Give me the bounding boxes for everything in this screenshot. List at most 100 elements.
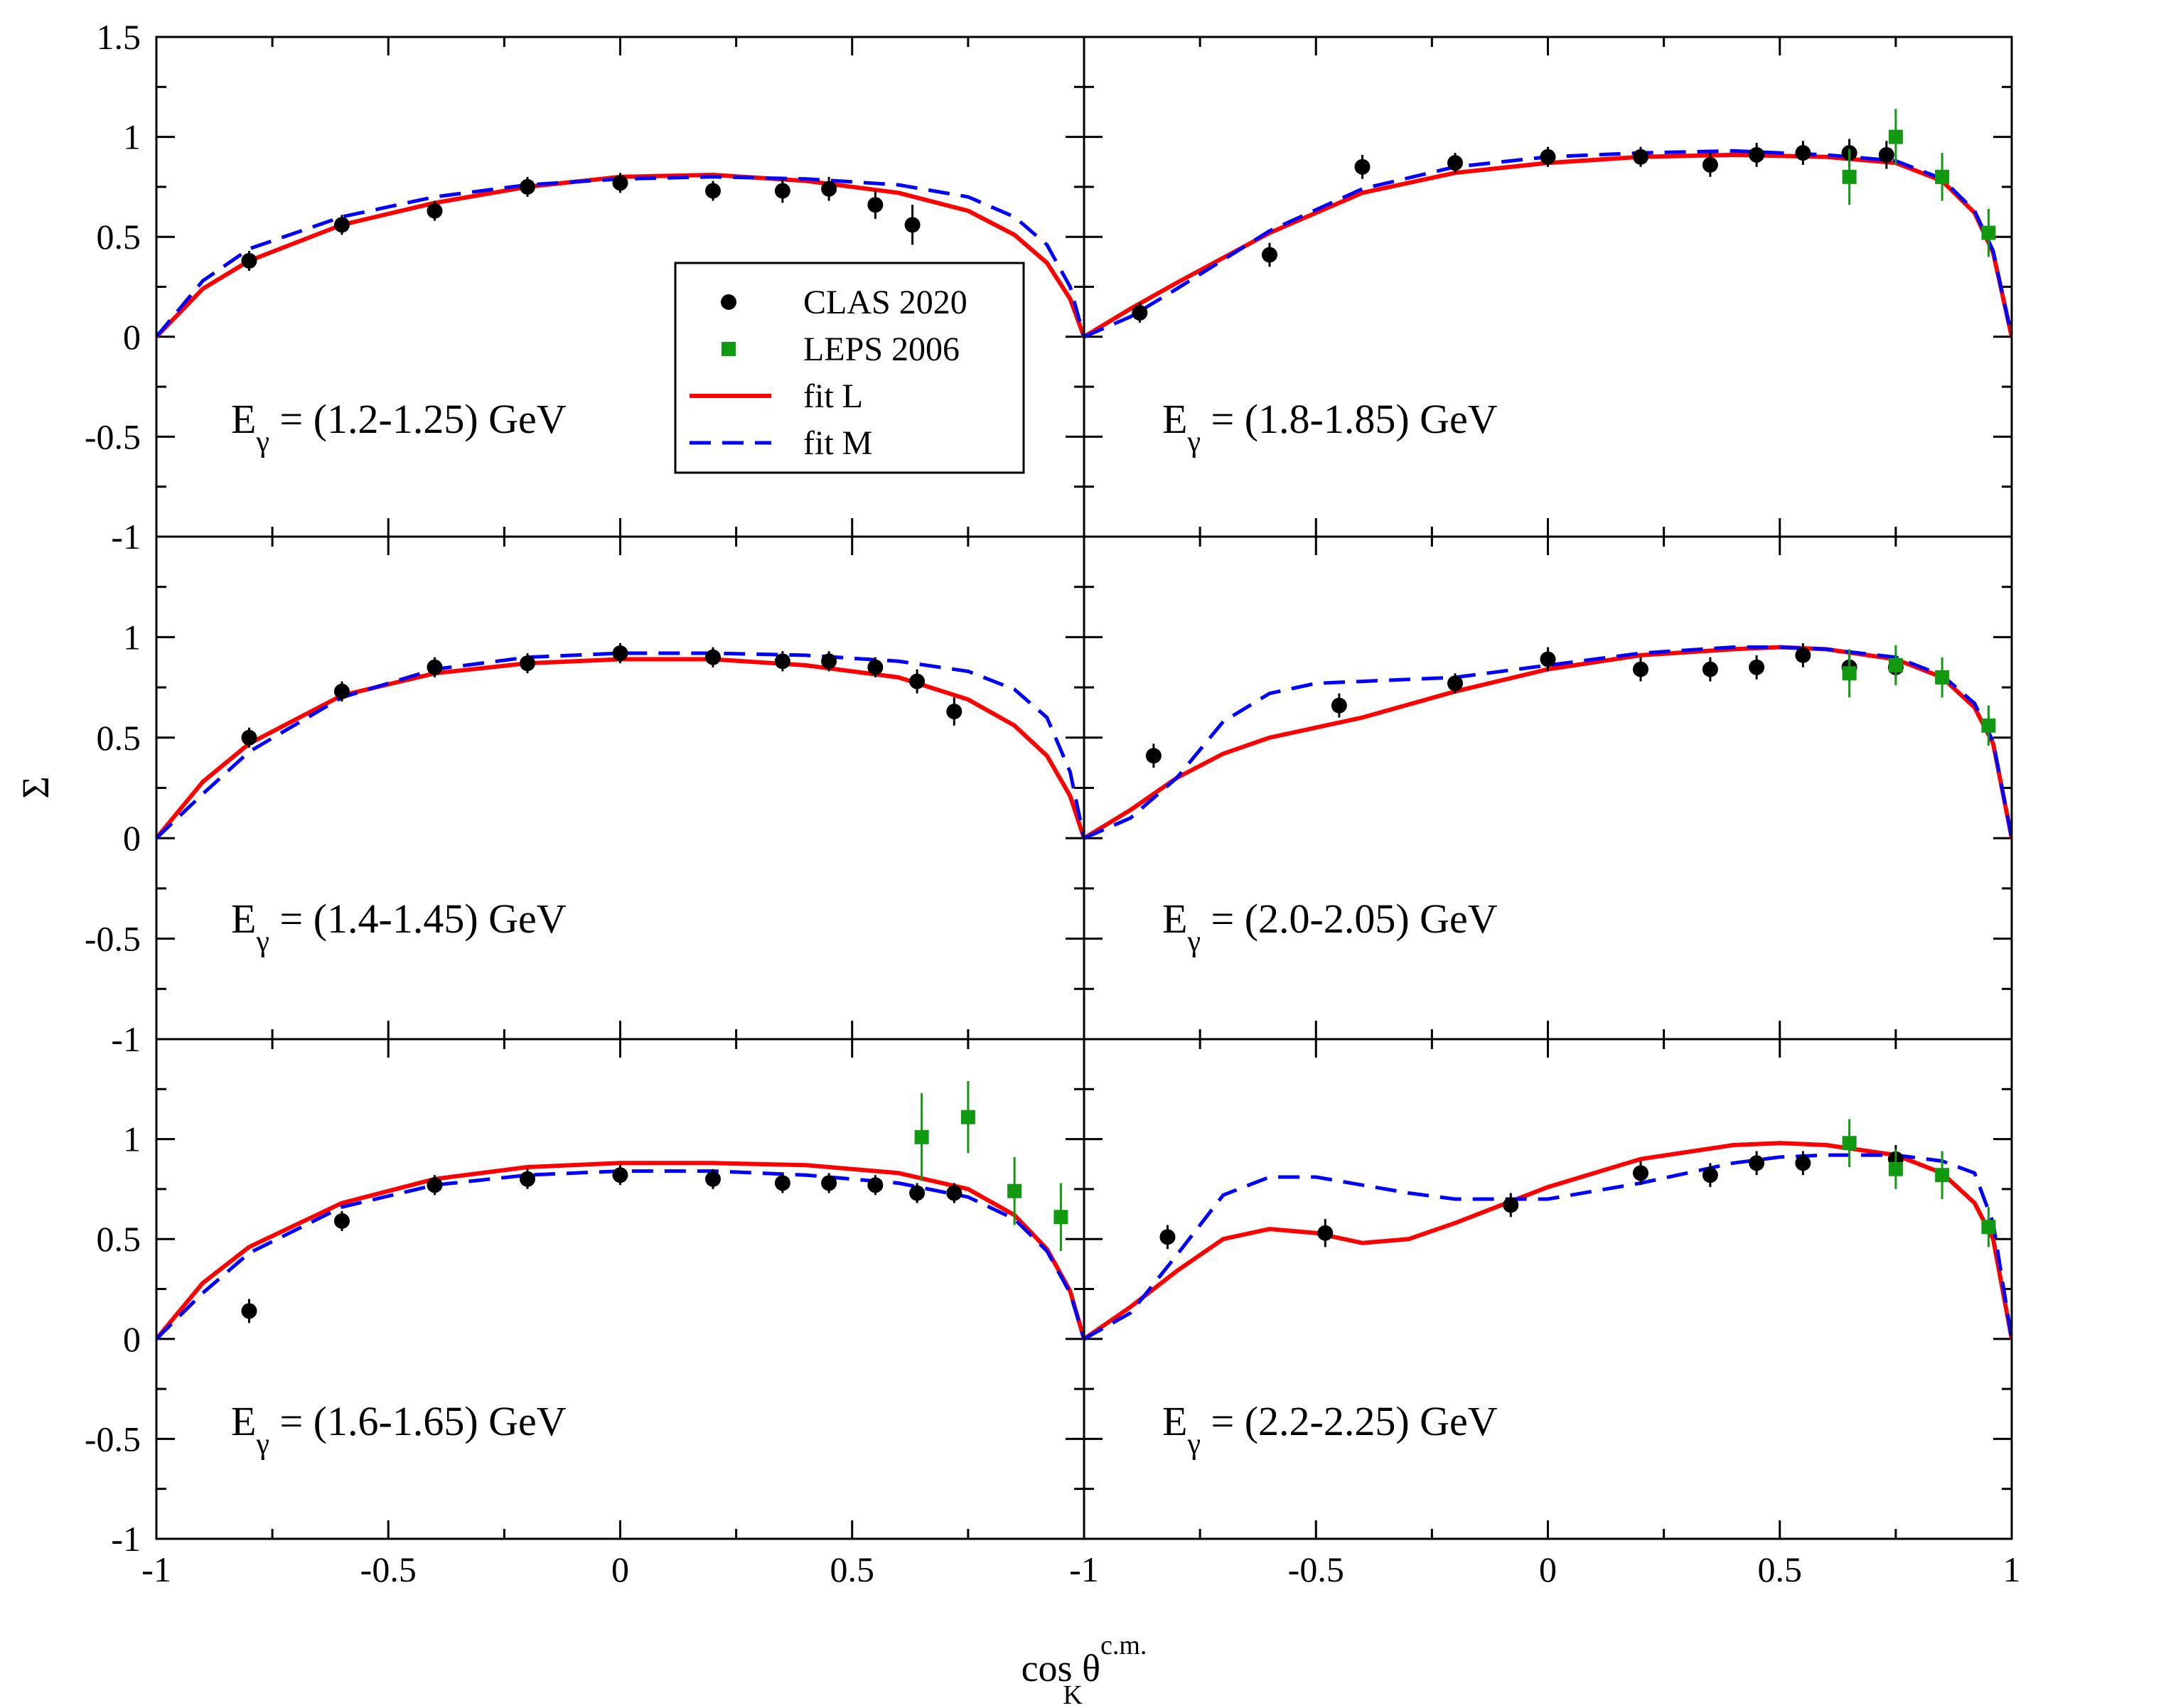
y-tick-label: -0.5 <box>85 919 141 959</box>
energy-label-prefix: E <box>231 896 256 942</box>
fit-l-line <box>156 173 1084 338</box>
panel-plot-area <box>1084 109 2012 339</box>
clas-2020-point <box>1795 141 1811 165</box>
x-tick-label: -0.5 <box>1288 1549 1344 1589</box>
y-tick-label: 1 <box>123 1119 141 1159</box>
leps-marker <box>1935 169 1950 184</box>
clas-2020-point <box>1540 146 1556 167</box>
legend-entry: fit M <box>690 424 872 462</box>
clas-marker <box>705 649 721 665</box>
clas-marker <box>705 183 721 199</box>
clas-2020-point <box>520 1169 535 1189</box>
leps-2006-point <box>1888 109 1903 165</box>
panel-p1: Eγ = (1.2-1.25) GeV <box>155 36 1085 538</box>
clas-2020-point <box>946 1183 962 1203</box>
leps-marker <box>1842 666 1857 681</box>
clas-marker <box>1702 1167 1718 1183</box>
leps-2006-point <box>1053 1183 1068 1252</box>
leps-2006-point <box>1981 705 1996 746</box>
clas-marker <box>774 653 790 670</box>
clas-2020-point <box>612 643 628 664</box>
x-tick-label: 0.5 <box>1758 1549 1803 1589</box>
energy-label-text: = (1.6-1.65) GeV <box>269 1398 567 1444</box>
clas-2020-point <box>1159 1225 1176 1250</box>
leps-2006-point <box>1888 1149 1903 1189</box>
clas-marker <box>1447 675 1463 692</box>
leps-2006-point <box>1888 645 1903 686</box>
clas-marker <box>612 175 628 191</box>
leps-marker <box>1981 225 1996 240</box>
y-tick-label: 1 <box>123 117 141 157</box>
clas-2020-point <box>1132 302 1148 323</box>
energy-label-subscript: γ <box>255 925 269 958</box>
clas-marker <box>774 1175 790 1191</box>
leps-marker <box>1842 1136 1857 1151</box>
clas-2020-point <box>705 181 721 201</box>
clas-marker <box>1331 697 1347 714</box>
clas-2020-point <box>334 681 350 702</box>
panel-plot-area <box>156 173 1084 338</box>
clas-2020-point <box>821 1173 837 1193</box>
clas-2020-point <box>821 176 837 201</box>
clas-2020-point <box>1354 154 1371 179</box>
energy-label-prefix: E <box>1162 1398 1187 1444</box>
clas-2020-point <box>1702 657 1718 682</box>
fit-l-line <box>1084 645 2012 840</box>
clas-marker <box>1354 159 1371 175</box>
y-tick-label: -1 <box>111 517 141 557</box>
clas-marker <box>241 729 257 746</box>
clas-marker <box>774 183 790 199</box>
clas-marker <box>909 673 926 689</box>
energy-label: Eγ = (2.0-2.05) GeV <box>1162 896 1498 958</box>
fit-m-line <box>156 175 1084 338</box>
clas-2020-point <box>427 1175 443 1196</box>
y-axis-title: Σ <box>14 776 57 798</box>
x-axis-title-main: cos θ <box>1021 1647 1100 1690</box>
clas-marker <box>427 659 443 675</box>
clas-marker <box>1633 1165 1648 1181</box>
clas-marker <box>1633 661 1648 677</box>
y-tick-label: 0 <box>123 818 141 858</box>
clas-marker <box>867 1177 884 1193</box>
energy-label-text: = (2.2-2.25) GeV <box>1201 1398 1498 1444</box>
legend-symbol-circle <box>721 294 736 310</box>
clas-2020-point <box>1702 1163 1718 1188</box>
legend-label: CLAS 2020 <box>803 284 967 321</box>
clas-marker <box>1878 146 1894 163</box>
clas-marker <box>1540 149 1556 165</box>
clas-2020-point <box>904 205 921 245</box>
leps-marker <box>1935 1168 1950 1183</box>
x-axis-title-subscript: K <box>1063 1680 1083 1708</box>
clas-2020-point <box>867 190 884 219</box>
clas-marker <box>867 197 884 213</box>
panel-plot-area <box>1084 643 2012 840</box>
clas-2020-point <box>1749 143 1765 167</box>
y-tick-label: 1.5 <box>97 17 141 57</box>
clas-2020-point <box>334 215 350 235</box>
y-tick-label: 0 <box>123 1319 141 1359</box>
energy-label-subscript: γ <box>1186 925 1201 958</box>
x-tick-label: -1 <box>141 1549 171 1589</box>
leps-2006-point <box>1842 1119 1857 1167</box>
clas-marker <box>1503 1197 1519 1213</box>
leps-marker <box>1053 1210 1068 1225</box>
clas-marker <box>612 1167 628 1183</box>
panel-plot-area <box>1084 1119 2012 1341</box>
y-tick-label: -1 <box>111 1519 141 1559</box>
panel-ticks <box>1083 1038 2013 1540</box>
panel-plot-area <box>156 1081 1084 1341</box>
tick-labels-layer: 1.510.50-0.5-110.50-0.5-110.50-0.5-1-1 -0… <box>85 17 2021 1589</box>
panel-frame <box>1083 1038 2013 1540</box>
clas-marker <box>1702 661 1718 677</box>
clas-2020-point <box>774 178 790 203</box>
clas-2020-point <box>520 176 535 197</box>
leps-2006-point <box>1981 208 1996 257</box>
clas-2020-point <box>1633 1161 1648 1186</box>
clas-2020-point <box>520 653 535 674</box>
x-axis-title: cos θc.m. K <box>1021 1631 1147 1708</box>
leps-2006-point <box>1935 1151 1950 1199</box>
energy-label-text: = (2.0-2.05) GeV <box>1201 896 1498 942</box>
energy-label-prefix: E <box>1162 396 1187 442</box>
energy-label-subscript: γ <box>255 1428 269 1461</box>
